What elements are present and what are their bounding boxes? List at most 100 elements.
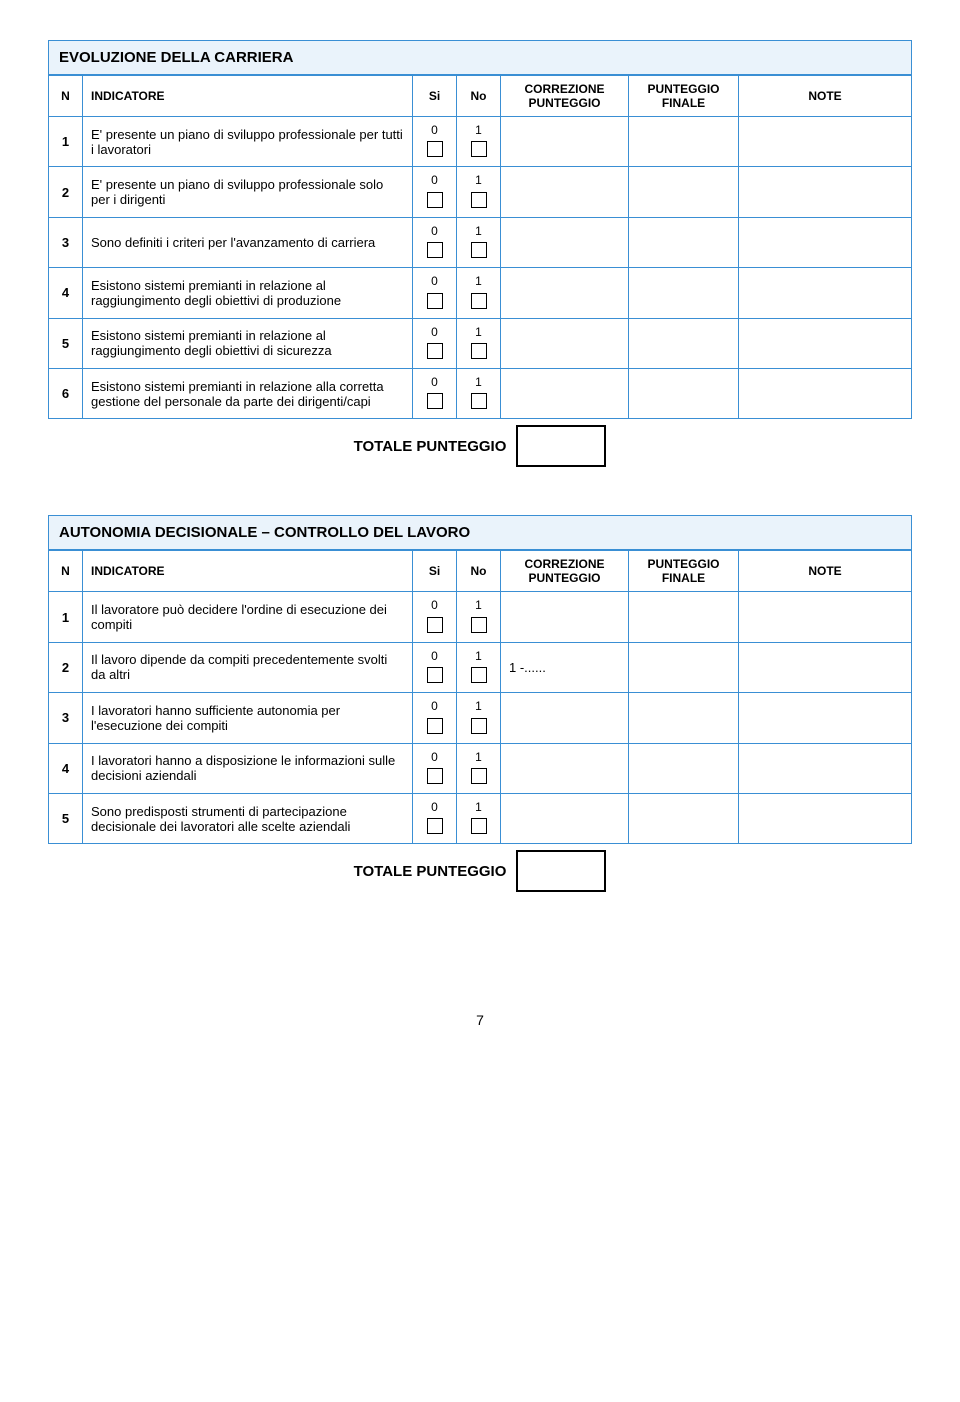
si-value: 0	[421, 173, 448, 187]
col-header-correzione: CORREZIONE PUNTEGGIO	[501, 551, 629, 592]
cell-note[interactable]	[739, 217, 912, 267]
cell-no: 1	[457, 642, 501, 692]
no-value: 1	[465, 173, 492, 187]
cell-indicator: Sono predisposti strumenti di partecipaz…	[83, 793, 413, 843]
table-row: 1E' presente un piano di sviluppo profes…	[49, 117, 912, 167]
table-header-row: N INDICATORE Si No CORREZIONE PUNTEGGIO …	[49, 551, 912, 592]
cell-note[interactable]	[739, 693, 912, 743]
cell-note[interactable]	[739, 743, 912, 793]
cell-no: 1	[457, 318, 501, 368]
cell-si: 0	[413, 217, 457, 267]
si-value: 0	[421, 274, 448, 288]
cell-si: 0	[413, 743, 457, 793]
total-box-1[interactable]	[516, 425, 606, 467]
cell-correzione[interactable]	[501, 217, 629, 267]
si-value: 0	[421, 325, 448, 339]
col-header-indicator: INDICATORE	[83, 551, 413, 592]
cell-no: 1	[457, 693, 501, 743]
si-value: 0	[421, 649, 448, 663]
si-value: 0	[421, 224, 448, 238]
cell-note[interactable]	[739, 793, 912, 843]
no-value: 1	[465, 325, 492, 339]
checkbox-si[interactable]	[427, 393, 443, 409]
cell-finale[interactable]	[629, 167, 739, 217]
checkbox-si[interactable]	[427, 343, 443, 359]
cell-finale[interactable]	[629, 217, 739, 267]
checkbox-no[interactable]	[471, 818, 487, 834]
checkbox-si[interactable]	[427, 768, 443, 784]
table-evoluzione: N INDICATORE Si No CORREZIONE PUNTEGGIO …	[48, 75, 912, 419]
col-header-n: N	[49, 551, 83, 592]
checkbox-si[interactable]	[427, 718, 443, 734]
cell-correzione[interactable]	[501, 743, 629, 793]
total-row-1: TOTALE PUNTEGGIO	[48, 425, 912, 467]
cell-n: 2	[49, 642, 83, 692]
cell-note[interactable]	[739, 117, 912, 167]
cell-indicator: Esistono sistemi premianti in relazione …	[83, 318, 413, 368]
cell-no: 1	[457, 368, 501, 418]
checkbox-no[interactable]	[471, 343, 487, 359]
table-autonomia: N INDICATORE Si No CORREZIONE PUNTEGGIO …	[48, 550, 912, 844]
cell-finale[interactable]	[629, 592, 739, 642]
checkbox-no[interactable]	[471, 718, 487, 734]
cell-indicator: E' presente un piano di sviluppo profess…	[83, 167, 413, 217]
cell-note[interactable]	[739, 592, 912, 642]
no-value: 1	[465, 649, 492, 663]
col-header-no: No	[457, 551, 501, 592]
checkbox-no[interactable]	[471, 141, 487, 157]
cell-n: 3	[49, 217, 83, 267]
checkbox-si[interactable]	[427, 818, 443, 834]
cell-note[interactable]	[739, 167, 912, 217]
cell-finale[interactable]	[629, 793, 739, 843]
cell-correzione[interactable]: 1 -......	[501, 642, 629, 692]
cell-correzione[interactable]	[501, 592, 629, 642]
no-value: 1	[465, 375, 492, 389]
checkbox-no[interactable]	[471, 667, 487, 683]
checkbox-si[interactable]	[427, 293, 443, 309]
si-value: 0	[421, 375, 448, 389]
cell-no: 1	[457, 743, 501, 793]
table-row: 2Il lavoro dipende da compiti precedente…	[49, 642, 912, 692]
col-header-si: Si	[413, 551, 457, 592]
cell-finale[interactable]	[629, 268, 739, 318]
checkbox-no[interactable]	[471, 617, 487, 633]
checkbox-si[interactable]	[427, 667, 443, 683]
cell-correzione[interactable]	[501, 167, 629, 217]
cell-note[interactable]	[739, 318, 912, 368]
total-row-2: TOTALE PUNTEGGIO	[48, 850, 912, 892]
checkbox-si[interactable]	[427, 141, 443, 157]
cell-correzione[interactable]	[501, 268, 629, 318]
si-value: 0	[421, 800, 448, 814]
checkbox-si[interactable]	[427, 242, 443, 258]
cell-correzione[interactable]	[501, 318, 629, 368]
no-value: 1	[465, 123, 492, 137]
cell-indicator: Il lavoratore può decidere l'ordine di e…	[83, 592, 413, 642]
cell-finale[interactable]	[629, 318, 739, 368]
cell-correzione[interactable]	[501, 117, 629, 167]
checkbox-no[interactable]	[471, 242, 487, 258]
checkbox-no[interactable]	[471, 393, 487, 409]
cell-note[interactable]	[739, 368, 912, 418]
checkbox-no[interactable]	[471, 768, 487, 784]
cell-note[interactable]	[739, 268, 912, 318]
cell-finale[interactable]	[629, 743, 739, 793]
total-box-2[interactable]	[516, 850, 606, 892]
no-value: 1	[465, 800, 492, 814]
cell-note[interactable]	[739, 642, 912, 692]
cell-correzione[interactable]	[501, 368, 629, 418]
cell-indicator: Esistono sistemi premianti in relazione …	[83, 268, 413, 318]
cell-si: 0	[413, 793, 457, 843]
checkbox-no[interactable]	[471, 293, 487, 309]
col-header-si: Si	[413, 76, 457, 117]
checkbox-si[interactable]	[427, 617, 443, 633]
checkbox-si[interactable]	[427, 192, 443, 208]
cell-n: 5	[49, 793, 83, 843]
cell-correzione[interactable]	[501, 693, 629, 743]
cell-finale[interactable]	[629, 693, 739, 743]
cell-correzione[interactable]	[501, 793, 629, 843]
cell-finale[interactable]	[629, 642, 739, 692]
cell-finale[interactable]	[629, 117, 739, 167]
cell-finale[interactable]	[629, 368, 739, 418]
checkbox-no[interactable]	[471, 192, 487, 208]
table-row: 6Esistono sistemi premianti in relazione…	[49, 368, 912, 418]
